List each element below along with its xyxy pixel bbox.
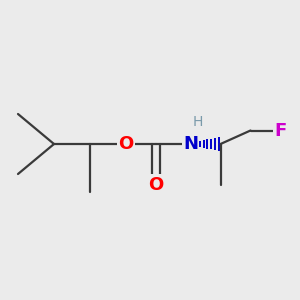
- Text: H: H: [193, 115, 203, 128]
- Text: F: F: [274, 122, 286, 140]
- Text: O: O: [118, 135, 134, 153]
- Text: N: N: [183, 135, 198, 153]
- Text: O: O: [148, 176, 164, 194]
